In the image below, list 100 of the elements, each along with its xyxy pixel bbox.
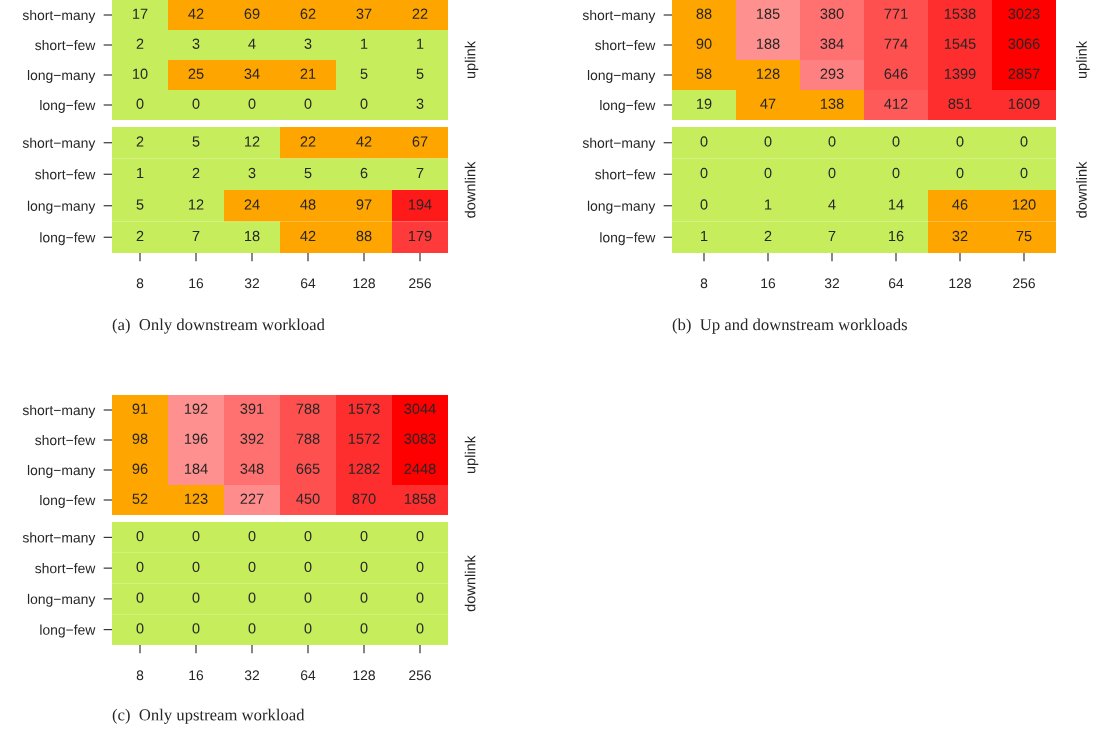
data-label: 788: [296, 433, 320, 444]
data-label: 88: [356, 230, 372, 242]
data-label: 185: [756, 8, 780, 19]
data-label: 5: [304, 167, 312, 179]
data-label: 16: [889, 230, 904, 242]
y-tick-label: short−many: [582, 137, 656, 151]
data-label: 0: [304, 561, 312, 573]
data-label: 0: [248, 98, 256, 109]
data-label: 1545: [944, 38, 976, 49]
data-label: 412: [884, 98, 908, 109]
data-label: 69: [244, 8, 260, 19]
data-label: 3023: [1008, 8, 1040, 19]
data-label: 1: [137, 167, 144, 179]
y-tick-label: short−few: [595, 39, 656, 51]
data-label: 128: [756, 68, 780, 79]
x-tick-label: 8: [136, 670, 144, 681]
data-label: 7: [416, 167, 424, 179]
data-label: 0: [248, 561, 256, 573]
data-label: 1538: [944, 8, 976, 19]
y-tick-label: short−many: [22, 137, 96, 151]
data-label: 0: [192, 623, 200, 634]
data-label: 384: [820, 38, 844, 49]
x-tick-label: 256: [409, 278, 431, 289]
x-tick-label: 256: [1013, 278, 1035, 289]
data-label: 37: [356, 8, 372, 19]
data-label: 3083: [404, 433, 436, 444]
data-label: 120: [1012, 199, 1036, 210]
data-label: 0: [416, 623, 424, 634]
y2-axis-title: uplink: [464, 435, 479, 474]
data-label: 42: [356, 136, 372, 147]
data-label: 194: [408, 199, 432, 210]
data-label: 1573: [348, 403, 380, 414]
data-label: 3044: [404, 403, 436, 414]
data-label: 2: [136, 38, 144, 49]
data-label: 0: [828, 136, 836, 147]
text: (c) Only upstream workload: [112, 708, 305, 724]
data-label: 0: [248, 530, 256, 542]
y-tick-label: long−few: [40, 494, 96, 508]
data-label: 91: [132, 403, 148, 414]
data-label: 1858: [404, 493, 436, 504]
y-tick-label: short−many: [582, 9, 656, 23]
y-tick-label: long−many: [27, 69, 96, 83]
y2-axis-title: uplink: [464, 40, 479, 79]
data-label: 0: [192, 592, 200, 603]
y-tick-label: long−many: [27, 200, 96, 214]
data-label: 5: [136, 199, 144, 210]
data-label: 1399: [944, 68, 976, 79]
data-label: 3: [248, 167, 256, 179]
data-label: 0: [416, 592, 424, 603]
data-label: 3066: [1008, 38, 1040, 49]
data-label: 348: [240, 463, 264, 474]
data-label: 2: [764, 230, 772, 242]
data-label: 4: [248, 38, 256, 49]
data-label: 0: [136, 561, 144, 573]
data-label: 12: [189, 199, 204, 210]
data-label: 97: [356, 199, 372, 210]
x-tick-label: 128: [353, 278, 375, 289]
y-tick-label: long−few: [600, 99, 656, 113]
y2-axis-title: uplink: [1076, 40, 1090, 79]
data-label: 2: [136, 230, 144, 242]
data-label: 2: [136, 136, 144, 147]
data-label: 1: [765, 199, 772, 210]
data-label: 391: [240, 403, 264, 414]
y-tick-label: short−few: [35, 563, 96, 574]
data-label: 22: [300, 136, 316, 147]
data-label: 0: [192, 530, 200, 542]
y-tick-label: long−few: [600, 232, 656, 246]
data-label: 1: [417, 38, 424, 49]
data-label: 5: [360, 68, 368, 79]
data-label: 0: [360, 98, 368, 109]
data-label: 12: [245, 136, 260, 147]
x-tick-label: 32: [244, 670, 260, 681]
y-tick-label: short−few: [35, 169, 96, 180]
data-label: 188: [756, 38, 780, 49]
y-tick-label: short−few: [35, 39, 96, 51]
y2-axis-title: downlink: [1076, 161, 1087, 218]
data-label: 34: [244, 68, 260, 79]
data-label: 0: [956, 167, 964, 179]
y-tick-label: short−many: [22, 404, 96, 418]
data-label: 179: [408, 230, 432, 242]
data-label: 0: [248, 623, 256, 634]
data-label: 2448: [404, 463, 436, 474]
y-tick-label: long−few: [40, 232, 96, 246]
data-label: 46: [952, 199, 968, 210]
data-label: 1609: [1008, 98, 1040, 109]
data-label: 192: [184, 403, 208, 414]
data-label: 0: [192, 98, 200, 109]
data-label: 0: [700, 136, 708, 147]
data-label: 1282: [348, 463, 380, 474]
data-label: 138: [820, 98, 844, 109]
data-label: 0: [828, 167, 836, 179]
text: (b) Up and downstream workloads: [672, 318, 907, 334]
data-label: 21: [300, 68, 316, 79]
y-tick-label: long−few: [40, 99, 96, 113]
data-label: 2: [192, 167, 200, 179]
x-tick-label: 128: [949, 278, 971, 289]
data-label: 0: [304, 592, 312, 603]
x-tick-label: 16: [189, 278, 204, 289]
data-label: 5: [192, 136, 200, 147]
data-label: 0: [360, 561, 368, 573]
